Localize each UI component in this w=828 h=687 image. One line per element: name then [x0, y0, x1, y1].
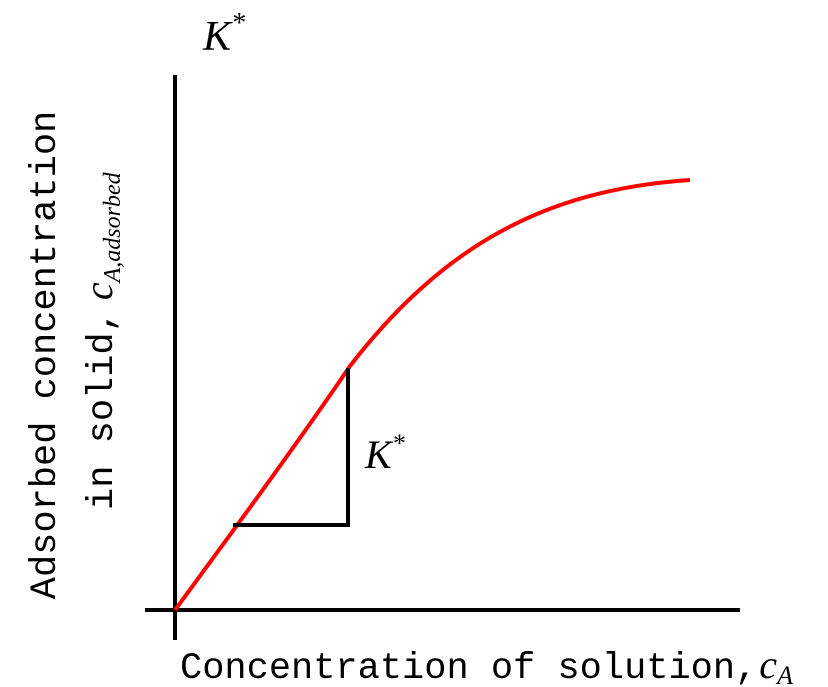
- y-label-line1: Adsorbed concentration: [25, 111, 67, 599]
- y-axis-label: Adsorbed concentration: [25, 111, 67, 599]
- title-sup: *: [231, 8, 245, 39]
- x-label-symbol: c: [759, 642, 777, 687]
- slope-sup: *: [392, 429, 405, 458]
- title: K*: [202, 8, 245, 60]
- y-axis-label-2: in solid, cA,adsorbed: [76, 171, 126, 510]
- y-label-line2: in solid, cA,adsorbed: [76, 171, 126, 510]
- slope-base: K: [364, 432, 394, 477]
- isotherm-curve: [173, 178, 691, 612]
- y-label-subscript: A,adsorbed: [100, 171, 126, 284]
- title-base: K: [202, 14, 233, 60]
- x-label-text: Concentration of solution,: [180, 648, 757, 687]
- x-label-subscript: A: [775, 661, 793, 687]
- y-label-symbol: c: [76, 282, 121, 300]
- slope-label: K*: [364, 429, 405, 477]
- x-axis-label: Concentration of solution,cA: [180, 642, 793, 687]
- slope-triangle: [233, 368, 350, 527]
- y-label-text: in solid,: [82, 310, 124, 510]
